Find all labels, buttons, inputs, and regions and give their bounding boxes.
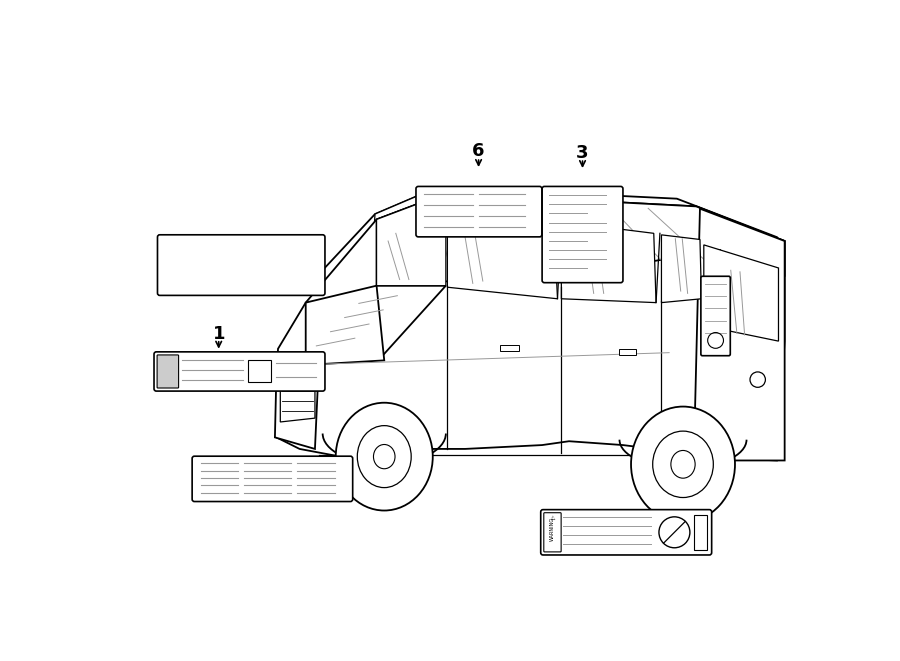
Polygon shape [562, 222, 656, 303]
Bar [695, 515, 707, 549]
Polygon shape [376, 193, 446, 286]
Text: WARNING: WARNING [550, 517, 555, 541]
Ellipse shape [631, 407, 735, 522]
Ellipse shape [652, 431, 714, 498]
Polygon shape [662, 235, 701, 303]
FancyBboxPatch shape [154, 352, 325, 391]
Bar [248, 360, 271, 382]
Ellipse shape [670, 450, 695, 478]
Polygon shape [376, 193, 785, 286]
Text: 6: 6 [472, 141, 485, 159]
Polygon shape [300, 187, 777, 326]
Text: 1: 1 [212, 325, 225, 343]
Bar [619, 349, 636, 355]
FancyBboxPatch shape [158, 235, 325, 295]
FancyBboxPatch shape [701, 276, 730, 356]
Text: 5: 5 [299, 483, 311, 500]
Text: 7: 7 [669, 531, 681, 549]
Text: 3: 3 [576, 144, 589, 162]
FancyBboxPatch shape [541, 510, 712, 555]
Polygon shape [274, 286, 384, 449]
Polygon shape [704, 245, 778, 341]
Bar [500, 345, 519, 351]
Polygon shape [280, 383, 315, 422]
FancyBboxPatch shape [192, 456, 353, 502]
Polygon shape [694, 209, 785, 461]
FancyBboxPatch shape [158, 355, 178, 388]
Polygon shape [447, 196, 557, 299]
Polygon shape [306, 286, 446, 358]
Text: 2: 2 [202, 274, 214, 292]
Polygon shape [369, 187, 438, 310]
Ellipse shape [336, 403, 433, 510]
FancyBboxPatch shape [416, 186, 542, 237]
FancyBboxPatch shape [544, 513, 561, 552]
Text: 4: 4 [710, 249, 723, 266]
Text: ⚠: ⚠ [550, 516, 555, 521]
FancyBboxPatch shape [542, 186, 623, 283]
Ellipse shape [357, 426, 411, 488]
Polygon shape [276, 193, 785, 461]
Ellipse shape [374, 444, 395, 469]
